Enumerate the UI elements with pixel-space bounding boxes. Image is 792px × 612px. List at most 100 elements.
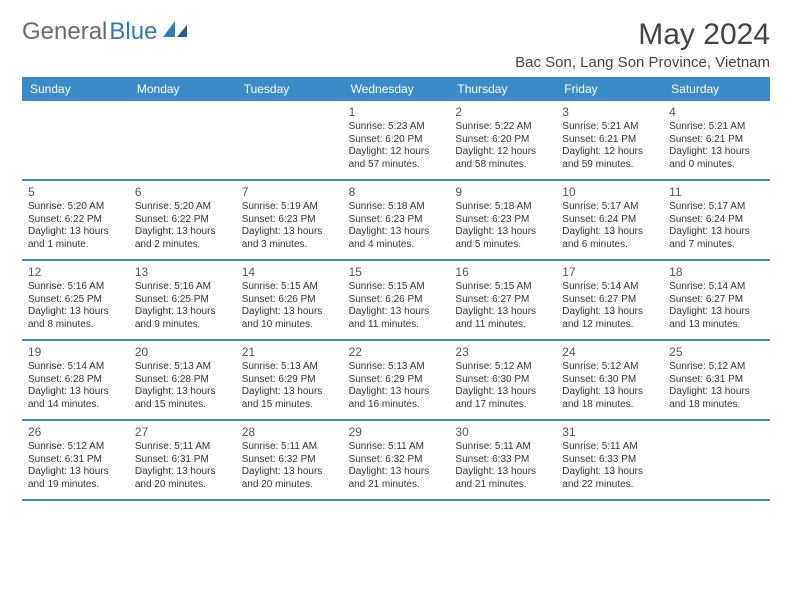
day-cell: 2Sunrise: 5:22 AMSunset: 6:20 PMDaylight… <box>449 101 556 179</box>
day-cell: 18Sunrise: 5:14 AMSunset: 6:27 PMDayligh… <box>663 261 770 339</box>
week-row: 12Sunrise: 5:16 AMSunset: 6:25 PMDayligh… <box>22 261 770 341</box>
day-detail-line: Sunset: 6:31 PM <box>669 374 764 387</box>
day-cell: 21Sunrise: 5:13 AMSunset: 6:29 PMDayligh… <box>236 341 343 419</box>
day-detail-line: Daylight: 13 hours <box>349 466 444 479</box>
day-detail-line: Daylight: 13 hours <box>349 386 444 399</box>
day-detail-line: Daylight: 13 hours <box>28 226 123 239</box>
day-number: 2 <box>455 105 550 119</box>
day-detail-line: and 6 minutes. <box>562 239 657 252</box>
day-detail-line: and 57 minutes. <box>349 159 444 172</box>
day-detail-line: Daylight: 13 hours <box>669 386 764 399</box>
day-detail-line: and 19 minutes. <box>28 479 123 492</box>
day-detail-line: Sunrise: 5:21 AM <box>562 121 657 134</box>
day-detail-line: Daylight: 13 hours <box>28 386 123 399</box>
day-cell: 17Sunrise: 5:14 AMSunset: 6:27 PMDayligh… <box>556 261 663 339</box>
day-detail-line: Daylight: 13 hours <box>242 386 337 399</box>
day-detail-line: and 17 minutes. <box>455 399 550 412</box>
day-cell: 31Sunrise: 5:11 AMSunset: 6:33 PMDayligh… <box>556 421 663 499</box>
day-detail-line: Daylight: 13 hours <box>242 226 337 239</box>
day-detail-line: Sunrise: 5:17 AM <box>562 201 657 214</box>
day-number: 5 <box>28 185 123 199</box>
day-detail-line: Daylight: 13 hours <box>349 226 444 239</box>
weekday-header: Thursday <box>449 77 556 101</box>
day-detail-line: Sunrise: 5:14 AM <box>28 361 123 374</box>
day-detail-line: and 12 minutes. <box>562 319 657 332</box>
day-detail-line: Daylight: 13 hours <box>135 226 230 239</box>
day-cell: 6Sunrise: 5:20 AMSunset: 6:22 PMDaylight… <box>129 181 236 259</box>
weekday-header: Sunday <box>22 77 129 101</box>
day-detail-line: Sunset: 6:28 PM <box>135 374 230 387</box>
day-cell: 24Sunrise: 5:12 AMSunset: 6:30 PMDayligh… <box>556 341 663 419</box>
day-detail-line: Daylight: 13 hours <box>455 306 550 319</box>
day-cell: 10 Sunrise: 5:17 AMSunset: 6:24 PMDayligh… <box>556 181 663 259</box>
day-detail-line: Daylight: 13 hours <box>242 466 337 479</box>
day-detail-line: and 59 minutes. <box>562 159 657 172</box>
day-detail-line: Sunset: 6:24 PM <box>562 214 657 227</box>
day-detail-line: Daylight: 13 hours <box>242 306 337 319</box>
day-detail-line: and 1 minute. <box>28 239 123 252</box>
day-detail-line: Daylight: 13 hours <box>349 306 444 319</box>
day-detail-line: Sunset: 6:32 PM <box>242 454 337 467</box>
week-row: 1Sunrise: 5:23 AMSunset: 6:20 PMDaylight… <box>22 101 770 181</box>
day-detail-line: Sunrise: 5:15 AM <box>349 281 444 294</box>
day-detail-line: Sunset: 6:26 PM <box>349 294 444 307</box>
day-cell: 15Sunrise: 5:15 AMSunset: 6:26 PMDayligh… <box>343 261 450 339</box>
weekday-header: Wednesday <box>343 77 450 101</box>
day-detail-line: Sunset: 6:22 PM <box>28 214 123 227</box>
day-detail-line: Sunset: 6:32 PM <box>349 454 444 467</box>
day-detail-line: Sunset: 6:23 PM <box>242 214 337 227</box>
day-detail-line: and 2 minutes. <box>135 239 230 252</box>
day-detail-line: Sunrise: 5:21 AM <box>669 121 764 134</box>
day-detail-line: and 18 minutes. <box>562 399 657 412</box>
day-detail-line: Sunset: 6:33 PM <box>562 454 657 467</box>
day-detail-line: and 20 minutes. <box>242 479 337 492</box>
day-number: 21 <box>242 345 337 359</box>
day-detail-line: Sunrise: 5:12 AM <box>562 361 657 374</box>
day-detail-line: and 11 minutes. <box>349 319 444 332</box>
day-cell: 25Sunrise: 5:12 AMSunset: 6:31 PMDayligh… <box>663 341 770 419</box>
day-cell: 19Sunrise: 5:14 AMSunset: 6:28 PMDayligh… <box>22 341 129 419</box>
day-detail-line: Sunset: 6:24 PM <box>669 214 764 227</box>
day-cell: 1Sunrise: 5:23 AMSunset: 6:20 PMDaylight… <box>343 101 450 179</box>
day-detail-line: Sunrise: 5:11 AM <box>455 441 550 454</box>
day-detail-line: Sunrise: 5:14 AM <box>562 281 657 294</box>
day-cell: 8Sunrise: 5:18 AMSunset: 6:23 PMDaylight… <box>343 181 450 259</box>
day-cell: 13Sunrise: 5:16 AMSunset: 6:25 PMDayligh… <box>129 261 236 339</box>
day-detail-line: Sunrise: 5:18 AM <box>455 201 550 214</box>
day-number: 7 <box>242 185 337 199</box>
day-cell-blank <box>663 421 770 499</box>
day-detail-line: and 4 minutes. <box>349 239 444 252</box>
day-detail-line: Sunrise: 5:11 AM <box>562 441 657 454</box>
day-detail-line: Daylight: 13 hours <box>562 226 657 239</box>
day-cell: 3Sunrise: 5:21 AMSunset: 6:21 PMDaylight… <box>556 101 663 179</box>
day-detail-line: Daylight: 12 hours <box>455 146 550 159</box>
logo-blue: Blue <box>109 18 157 46</box>
day-cell: 26Sunrise: 5:12 AMSunset: 6:31 PMDayligh… <box>22 421 129 499</box>
day-number: 18 <box>669 265 764 279</box>
day-detail-line: Sunset: 6:30 PM <box>562 374 657 387</box>
day-number: 22 <box>349 345 444 359</box>
day-detail-line: and 58 minutes. <box>455 159 550 172</box>
day-detail-line: Sunset: 6:30 PM <box>455 374 550 387</box>
day-detail-line: Sunset: 6:22 PM <box>135 214 230 227</box>
header: GeneralBlue May 2024 Bac Son, Lang Son P… <box>22 18 770 71</box>
day-number: 10 <box>562 185 657 199</box>
day-detail-line: Sunrise: 5:11 AM <box>242 441 337 454</box>
day-number: 23 <box>455 345 550 359</box>
day-cell: 12Sunrise: 5:16 AMSunset: 6:25 PMDayligh… <box>22 261 129 339</box>
day-detail-line: Sunset: 6:25 PM <box>135 294 230 307</box>
brand-logo: GeneralBlue <box>22 18 189 46</box>
day-detail-line: and 16 minutes. <box>349 399 444 412</box>
day-number: 24 <box>562 345 657 359</box>
calendar-document: GeneralBlue May 2024 Bac Son, Lang Son P… <box>0 0 792 519</box>
day-detail-line: Sunrise: 5:22 AM <box>455 121 550 134</box>
day-detail-line: Daylight: 13 hours <box>135 466 230 479</box>
sail-icon <box>163 18 189 46</box>
day-detail-line: Sunset: 6:27 PM <box>562 294 657 307</box>
day-detail-line: Sunset: 6:23 PM <box>455 214 550 227</box>
day-detail-line: Sunrise: 5:23 AM <box>349 121 444 134</box>
day-detail-line: Daylight: 12 hours <box>349 146 444 159</box>
day-cell-blank <box>129 101 236 179</box>
day-detail-line: Sunrise: 5:19 AM <box>242 201 337 214</box>
day-number: 3 <box>562 105 657 119</box>
